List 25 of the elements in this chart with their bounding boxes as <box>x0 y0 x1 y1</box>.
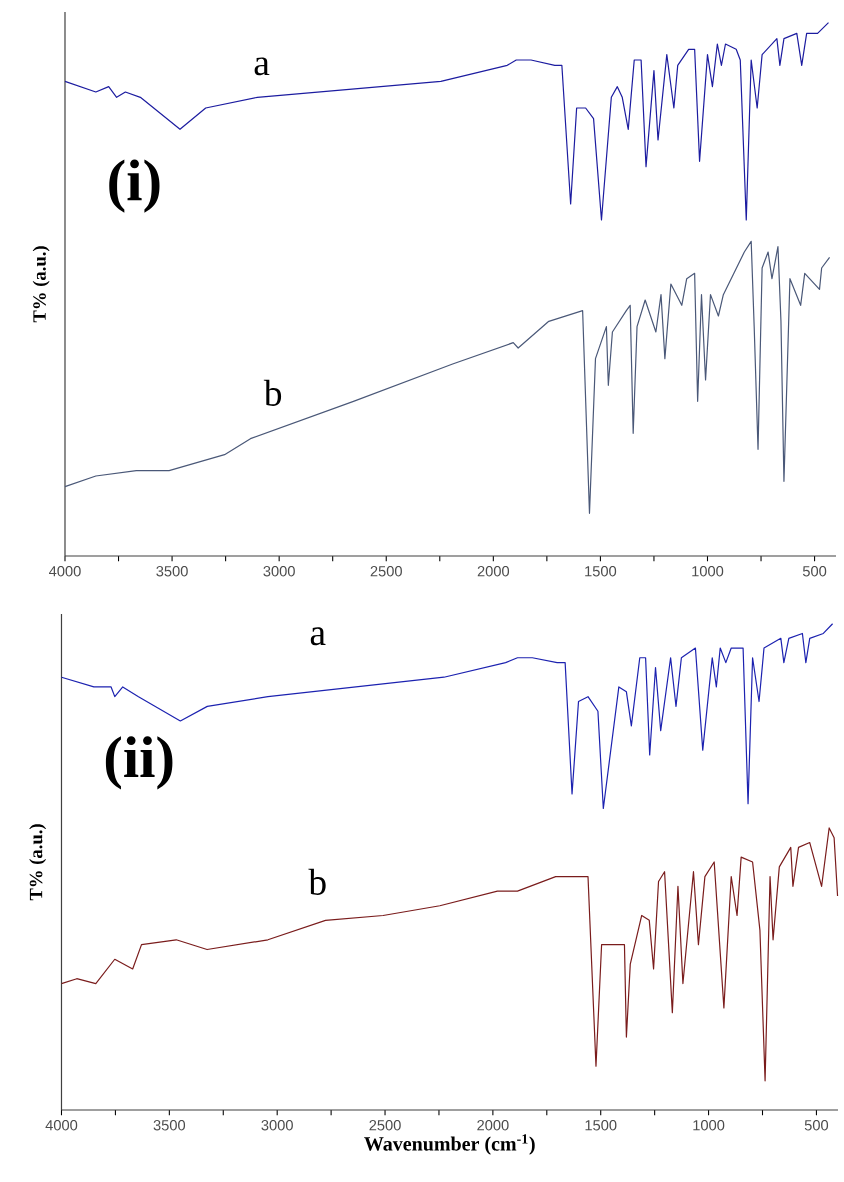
annotation: a <box>254 57 270 76</box>
x-tick-label: 2500 <box>369 1120 401 1131</box>
x-tick-label: 1000 <box>693 1120 725 1131</box>
x-tick-label: 3000 <box>261 1120 293 1131</box>
annotation: (ii) <box>105 736 173 790</box>
annotation: (i) <box>109 159 160 213</box>
x-tick-label: 500 <box>804 1120 829 1131</box>
x-tick-label: 4000 <box>49 566 81 577</box>
x-tick-label: 2500 <box>370 566 402 577</box>
x-tick-label: 4000 <box>45 1120 78 1131</box>
x-tick-label: 2000 <box>477 566 510 577</box>
annotation: b <box>263 379 282 406</box>
x-tick-label: 1500 <box>585 1120 617 1131</box>
y-axis-title: T% (a.u.) <box>29 824 47 901</box>
annotation: a <box>310 627 326 646</box>
x-tick-label: 3500 <box>156 566 188 577</box>
x-tick-label: 3500 <box>153 1120 186 1131</box>
x-tick-label: 3000 <box>263 566 295 577</box>
x-axis-title: Wavenumber (cm$^{-1}$) <box>364 1134 535 1155</box>
annotation: b <box>308 868 326 895</box>
x-tick-label: 1500 <box>585 566 617 577</box>
x-tick-label: 2000 <box>477 1120 509 1131</box>
x-tick-label: 1000 <box>692 566 724 577</box>
x-tick-label: 500 <box>802 566 827 577</box>
y-axis-title: T% (a.u.) <box>32 246 50 323</box>
